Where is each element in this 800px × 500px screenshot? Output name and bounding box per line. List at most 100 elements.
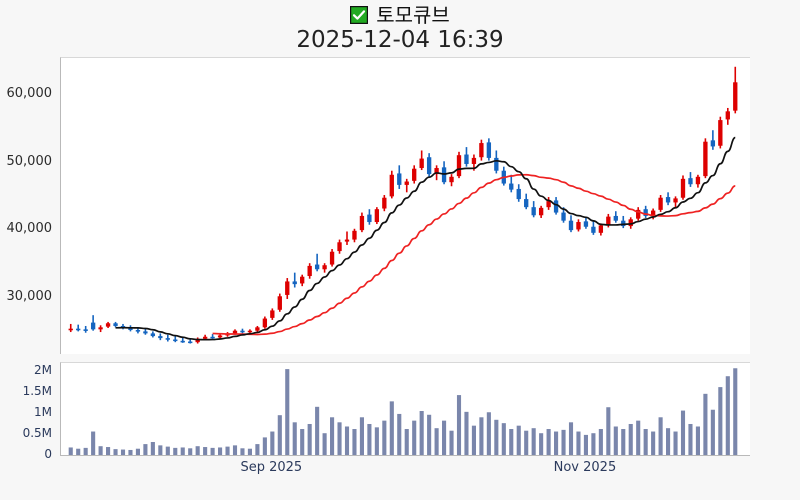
- volume-bar[interactable]: [203, 447, 208, 455]
- volume-bar[interactable]: [501, 423, 506, 455]
- candle-up[interactable]: [703, 138, 708, 179]
- candle-down[interactable]: [665, 192, 671, 206]
- candle-up[interactable]: [695, 174, 701, 188]
- volume-bar[interactable]: [83, 447, 88, 455]
- candle-down[interactable]: [76, 324, 81, 332]
- volume-bar[interactable]: [606, 407, 611, 455]
- volume-bar[interactable]: [128, 449, 133, 455]
- candle-up[interactable]: [337, 239, 342, 254]
- volume-bar[interactable]: [270, 431, 275, 455]
- candle-up[interactable]: [598, 223, 604, 236]
- volume-bar[interactable]: [359, 417, 364, 455]
- candle-down[interactable]: [494, 150, 499, 174]
- candle-down[interactable]: [90, 315, 96, 331]
- volume-bar[interactable]: [427, 414, 432, 455]
- volume-bar[interactable]: [330, 417, 335, 455]
- candle-up[interactable]: [262, 316, 268, 329]
- candle-up[interactable]: [456, 151, 462, 179]
- price-candlestick-panel[interactable]: [60, 57, 750, 354]
- volume-bar[interactable]: [568, 422, 574, 455]
- volume-bar[interactable]: [419, 411, 424, 455]
- volume-bar[interactable]: [352, 429, 357, 455]
- volume-bar[interactable]: [225, 446, 230, 455]
- volume-bar[interactable]: [442, 420, 447, 455]
- candle-up[interactable]: [329, 249, 335, 267]
- volume-bar[interactable]: [539, 433, 544, 455]
- candle-up[interactable]: [352, 228, 357, 243]
- volume-bar[interactable]: [628, 423, 633, 455]
- candle-down[interactable]: [710, 130, 716, 150]
- volume-bar[interactable]: [516, 425, 521, 455]
- volume-bar[interactable]: [68, 447, 73, 455]
- candle-up[interactable]: [285, 278, 290, 299]
- volume-bar[interactable]: [464, 411, 469, 455]
- candle-down[interactable]: [150, 331, 156, 338]
- candle-down[interactable]: [426, 153, 432, 177]
- volume-bar[interactable]: [546, 429, 551, 455]
- candle-down[interactable]: [613, 211, 618, 223]
- volume-bar[interactable]: [666, 428, 671, 455]
- volume-bar[interactable]: [561, 429, 566, 455]
- volume-bar[interactable]: [344, 426, 350, 456]
- candle-down[interactable]: [643, 205, 648, 218]
- volume-bar[interactable]: [471, 425, 476, 455]
- candle-up[interactable]: [382, 195, 387, 212]
- candle-up[interactable]: [538, 205, 544, 218]
- volume-bar[interactable]: [576, 431, 581, 455]
- volume-bar[interactable]: [247, 448, 252, 455]
- volume-bar[interactable]: [232, 445, 238, 455]
- candle-up[interactable]: [412, 165, 417, 184]
- candle-down[interactable]: [531, 201, 536, 218]
- volume-bar[interactable]: [598, 429, 603, 455]
- volume-bar[interactable]: [300, 429, 305, 455]
- candle-down[interactable]: [583, 217, 589, 229]
- volume-panel[interactable]: [60, 362, 750, 456]
- volume-bar[interactable]: [165, 446, 170, 455]
- volume-bar[interactable]: [262, 437, 267, 455]
- volume-bar[interactable]: [188, 448, 193, 455]
- volume-bar[interactable]: [218, 447, 223, 455]
- candle-up[interactable]: [105, 321, 111, 328]
- volume-bar[interactable]: [173, 447, 178, 455]
- volume-bar[interactable]: [240, 448, 245, 455]
- candle-up[interactable]: [255, 325, 260, 333]
- candle-up[interactable]: [419, 150, 424, 171]
- volume-bar[interactable]: [210, 447, 215, 455]
- candle-down[interactable]: [397, 165, 402, 189]
- volume-bar[interactable]: [120, 449, 126, 455]
- candle-up[interactable]: [636, 207, 641, 221]
- volume-bar[interactable]: [382, 420, 387, 455]
- candle-up[interactable]: [374, 207, 380, 225]
- candle-down[interactable]: [240, 328, 245, 334]
- volume-bar[interactable]: [688, 423, 693, 455]
- candle-up[interactable]: [576, 219, 581, 232]
- volume-bar[interactable]: [158, 445, 163, 455]
- volume-bar[interactable]: [695, 426, 700, 456]
- candle-up[interactable]: [98, 325, 103, 333]
- volume-bar[interactable]: [680, 410, 686, 455]
- candle-down[interactable]: [553, 197, 559, 215]
- volume-bar[interactable]: [143, 444, 148, 455]
- volume-bar[interactable]: [91, 431, 96, 455]
- candle-up[interactable]: [344, 231, 350, 245]
- volume-bar[interactable]: [285, 369, 290, 455]
- volume-bar[interactable]: [703, 393, 708, 455]
- volume-bar[interactable]: [412, 420, 417, 455]
- volume-bar[interactable]: [725, 376, 730, 455]
- candle-up[interactable]: [195, 337, 200, 344]
- volume-plot[interactable]: [61, 363, 751, 455]
- candle-down[interactable]: [501, 166, 506, 186]
- volume-bar[interactable]: [292, 422, 297, 455]
- candle-down[interactable]: [464, 147, 469, 167]
- volume-bar[interactable]: [710, 409, 715, 455]
- candle-up[interactable]: [359, 212, 365, 233]
- volume-bar[interactable]: [337, 422, 342, 455]
- candle-down[interactable]: [509, 174, 514, 193]
- candle-up[interactable]: [628, 217, 633, 229]
- candle-up[interactable]: [270, 308, 275, 320]
- volume-bar[interactable]: [367, 423, 372, 455]
- volume-bar[interactable]: [643, 429, 648, 455]
- candle-down[interactable]: [158, 333, 163, 341]
- candle-up[interactable]: [300, 274, 305, 287]
- volume-bar[interactable]: [583, 434, 588, 455]
